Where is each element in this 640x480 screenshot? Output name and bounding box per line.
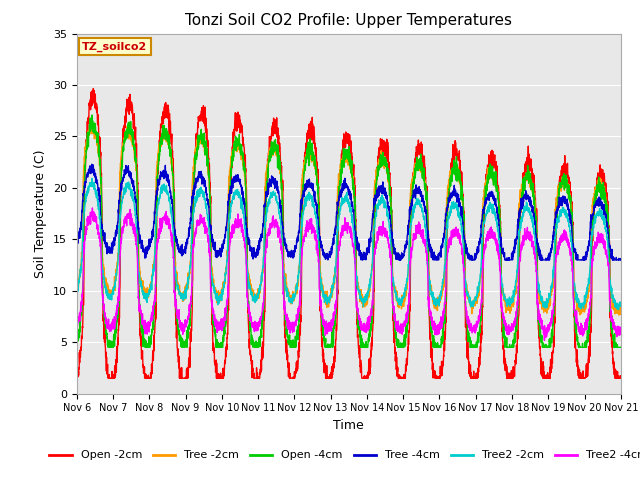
Text: TZ_soilco2: TZ_soilco2 — [83, 42, 147, 52]
X-axis label: Time: Time — [333, 419, 364, 432]
Y-axis label: Soil Temperature (C): Soil Temperature (C) — [35, 149, 47, 278]
Title: Tonzi Soil CO2 Profile: Upper Temperatures: Tonzi Soil CO2 Profile: Upper Temperatur… — [186, 13, 512, 28]
Legend: Open -2cm, Tree -2cm, Open -4cm, Tree -4cm, Tree2 -2cm, Tree2 -4cm: Open -2cm, Tree -2cm, Open -4cm, Tree -4… — [45, 446, 640, 465]
